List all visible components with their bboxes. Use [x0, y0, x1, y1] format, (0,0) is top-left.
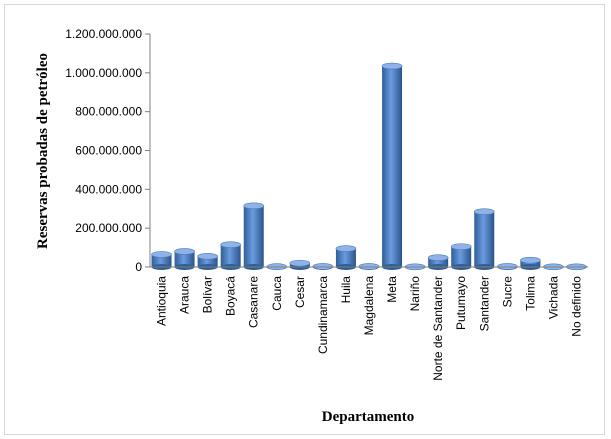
bar: [220, 241, 241, 270]
bar-top: [220, 241, 241, 248]
bar: [197, 253, 218, 270]
y-axis: 0 200.000.000 400.000.000 600.000.000 800.00…: [65, 27, 151, 274]
bar-body: [382, 66, 403, 267]
y-tick-label: 400.000.000: [75, 182, 142, 196]
bar-top: [174, 248, 195, 255]
x-tick-label: Putumayo: [454, 276, 468, 330]
bar-body: [197, 256, 218, 267]
y-axis-title: Reservas probadas de petróleo: [35, 53, 51, 249]
bar: [427, 254, 449, 270]
bar-top: [243, 202, 265, 210]
y-tick-label: 800.000.000: [75, 105, 142, 119]
bar-top: [312, 263, 334, 270]
bar-body: [474, 211, 495, 267]
bar: [243, 202, 265, 270]
bar-body: [243, 205, 264, 267]
x-tick-label: Meta: [385, 276, 399, 303]
bar-top: [381, 62, 403, 70]
x-tick-label: Vichada: [546, 276, 560, 319]
bar-top: [289, 259, 311, 267]
x-tick-label: Arauca: [178, 276, 192, 314]
bar-top: [497, 263, 518, 270]
y-tick-label: 0: [135, 260, 142, 274]
bar-body: [151, 254, 172, 267]
bar: [473, 208, 495, 270]
bar-body: [174, 251, 195, 267]
bar-body: [335, 248, 356, 267]
bar: [497, 263, 518, 270]
bar: [174, 248, 195, 270]
bar-body: [220, 244, 241, 267]
bar: [450, 243, 472, 270]
x-tick-label: Huila: [339, 276, 353, 304]
x-tick-label: Sucre: [500, 276, 514, 308]
x-tick-label: Cesar: [293, 276, 307, 308]
x-tick-label: No definido: [569, 276, 583, 337]
bar: [289, 259, 311, 270]
bar-body: [428, 257, 449, 267]
bar: [520, 256, 541, 270]
x-tick-label: Antioquia: [155, 276, 169, 326]
x-tick-label: Nariño: [408, 276, 422, 312]
x-tick-label: Bolívar: [201, 276, 215, 313]
bar: [335, 245, 357, 270]
x-tick-label: Santander: [477, 276, 491, 331]
y-tick-label: 600.000.000: [75, 144, 142, 158]
x-tick-label: Casanare: [247, 276, 261, 328]
x-tick-label: Cundinamarca: [316, 276, 330, 354]
bar-top: [197, 253, 218, 260]
bar-top: [473, 208, 495, 215]
bar-top: [151, 251, 172, 258]
bar: [151, 251, 172, 270]
y-tick-label: 1.000.000.000: [65, 66, 142, 80]
bar-top: [450, 243, 472, 250]
bar-top: [358, 263, 380, 270]
x-tick-label: Boyacá: [224, 276, 238, 316]
chart-frame: [4, 4, 605, 435]
bar-top: [427, 254, 449, 261]
bars: [151, 62, 587, 271]
x-tick-label: Magdalena: [362, 276, 376, 336]
x-tick-label: Tolima: [523, 276, 537, 311]
bar: [381, 62, 403, 270]
y-tick-label: 200.000.000: [75, 221, 142, 235]
bar-body: [520, 260, 541, 267]
bar-body: [451, 246, 472, 267]
y-tick-label: 1.200.000.000: [65, 27, 142, 41]
x-axis: Antioquia Arauca Bolívar Boyacá Casanare Cauc…: [150, 266, 588, 381]
bar-top: [335, 245, 357, 252]
bar-top: [520, 256, 541, 264]
x-tick-label: Norte de Santander: [431, 276, 445, 381]
x-axis-title: Departamento: [322, 409, 414, 425]
x-tick-label: Cauca: [270, 276, 284, 311]
